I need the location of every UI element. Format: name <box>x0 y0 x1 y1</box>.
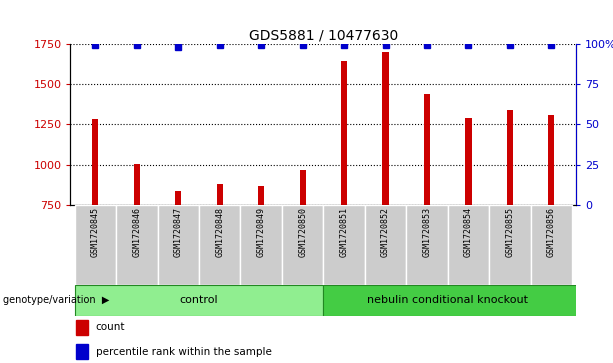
Text: GSM1720850: GSM1720850 <box>298 208 307 257</box>
Bar <box>447 205 489 285</box>
Text: GSM1720851: GSM1720851 <box>340 208 349 257</box>
Text: control: control <box>180 295 218 305</box>
Bar <box>240 205 282 285</box>
Text: GSM1720852: GSM1720852 <box>381 208 390 257</box>
Text: GSM1720855: GSM1720855 <box>505 208 514 257</box>
Bar <box>324 285 593 316</box>
Text: count: count <box>96 322 125 332</box>
Text: genotype/variation  ▶: genotype/variation ▶ <box>3 295 110 305</box>
Text: GSM1720856: GSM1720856 <box>547 208 556 257</box>
Bar <box>465 118 471 205</box>
Bar <box>75 285 324 316</box>
Bar <box>383 52 389 205</box>
Bar <box>341 61 347 205</box>
Bar <box>75 344 88 359</box>
Bar <box>300 170 306 205</box>
Bar <box>75 205 116 285</box>
Bar <box>175 191 181 205</box>
Bar <box>93 119 99 205</box>
Bar <box>531 205 572 285</box>
Bar <box>507 110 513 205</box>
Bar <box>424 94 430 205</box>
Text: GSM1720854: GSM1720854 <box>464 208 473 257</box>
Bar <box>489 205 531 285</box>
Bar <box>75 319 88 335</box>
Bar <box>406 205 447 285</box>
Text: nebulin conditional knockout: nebulin conditional knockout <box>367 295 528 305</box>
Text: GSM1720845: GSM1720845 <box>91 208 100 257</box>
Title: GDS5881 / 10477630: GDS5881 / 10477630 <box>249 28 398 42</box>
Bar <box>158 205 199 285</box>
Text: GSM1720848: GSM1720848 <box>215 208 224 257</box>
Bar <box>134 164 140 205</box>
Text: GSM1720847: GSM1720847 <box>173 208 183 257</box>
Bar <box>365 205 406 285</box>
Text: GSM1720853: GSM1720853 <box>422 208 432 257</box>
Bar <box>199 205 240 285</box>
Bar <box>216 184 223 205</box>
Text: GSM1720849: GSM1720849 <box>257 208 265 257</box>
Bar <box>282 205 324 285</box>
Bar <box>548 115 554 205</box>
Bar <box>258 186 264 205</box>
Bar <box>324 205 365 285</box>
Bar <box>116 205 158 285</box>
Text: GSM1720846: GSM1720846 <box>132 208 142 257</box>
Text: percentile rank within the sample: percentile rank within the sample <box>96 347 272 357</box>
